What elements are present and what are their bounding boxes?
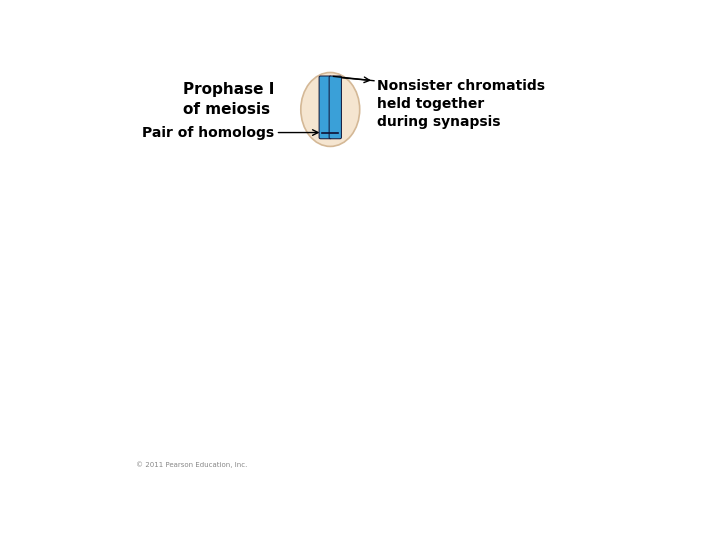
Text: Pair of homologs: Pair of homologs [143, 126, 274, 139]
FancyBboxPatch shape [329, 76, 341, 139]
Text: Nonsister chromatids
held together
during synapsis: Nonsister chromatids held together durin… [377, 79, 545, 130]
Ellipse shape [301, 72, 360, 146]
Bar [330, 77, 331, 138]
Text: Prophase I
of meiosis: Prophase I of meiosis [183, 82, 274, 117]
FancyBboxPatch shape [319, 76, 331, 139]
Text: © 2011 Pearson Education, Inc.: © 2011 Pearson Education, Inc. [137, 462, 248, 468]
